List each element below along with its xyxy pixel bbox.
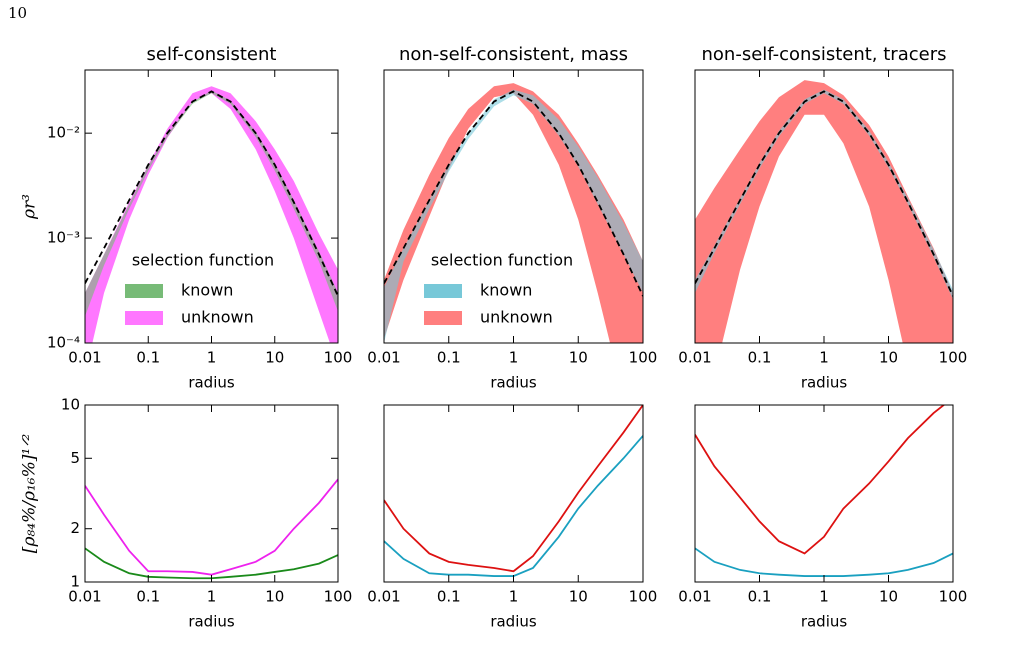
plot-area — [695, 405, 953, 577]
x-tick-label: 100 — [939, 349, 968, 367]
x-tick-label: 0.1 — [136, 349, 160, 367]
x-tick-label: 0.1 — [748, 349, 772, 367]
page-number: 10 — [8, 4, 27, 22]
x-tick-label: 100 — [629, 588, 658, 606]
x-tick-label: 0.01 — [68, 349, 101, 367]
panel-title: self-consistent — [147, 44, 277, 65]
plot-frame — [383, 404, 644, 583]
legend-swatch — [125, 311, 163, 325]
x-tick-label: 0.01 — [678, 349, 711, 367]
plot-area — [384, 83, 643, 343]
x-axis-label: radius — [188, 613, 235, 631]
panel-title: non-self-consistent, tracers — [702, 44, 947, 65]
x-tick-label: 100 — [939, 588, 968, 606]
band — [85, 86, 338, 343]
y-tick-label: 10⁻² — [47, 124, 80, 142]
y-axis-label: [ρ₈₄%/ρ₁₆%]¹ᐟ² — [20, 434, 40, 554]
model-line — [85, 90, 338, 297]
x-tick-label: 0.1 — [748, 588, 772, 606]
plot-frame — [84, 404, 339, 583]
panel-title: non-self-consistent, mass — [399, 44, 628, 65]
x-tick-label: 1 — [207, 588, 217, 606]
legend-label: known — [480, 281, 532, 300]
legend-swatch — [424, 284, 462, 298]
x-axis-label: radius — [801, 613, 848, 631]
y-tick-label: 10 — [61, 396, 80, 414]
legend-title: selection function — [132, 251, 274, 270]
x-tick-label: 1 — [819, 349, 829, 367]
x-tick-label: 0.1 — [437, 349, 461, 367]
y-tick-label: 2 — [70, 519, 80, 537]
band — [695, 80, 953, 343]
x-axis-label: radius — [490, 613, 537, 631]
x-tick-label: 1 — [509, 588, 519, 606]
legend-title: selection function — [431, 251, 573, 270]
line — [384, 405, 643, 573]
x-tick-label: 10 — [569, 349, 588, 367]
x-tick-label: 0.01 — [367, 349, 400, 367]
plot-area — [384, 405, 643, 577]
line — [695, 547, 953, 577]
band — [384, 89, 643, 343]
x-tick-label: 1 — [819, 588, 829, 606]
y-tick-label: 1 — [70, 573, 80, 591]
x-tick-label: 100 — [629, 349, 658, 367]
x-tick-label: 0.01 — [367, 588, 400, 606]
plot-area — [85, 478, 338, 580]
y-axis-label: ρr³ — [20, 194, 40, 220]
x-tick-label: 0.01 — [68, 588, 101, 606]
x-tick-label: 10 — [879, 349, 898, 367]
x-axis-label: radius — [490, 374, 537, 392]
x-tick-label: 10 — [879, 588, 898, 606]
legend-label: unknown — [181, 308, 254, 327]
plot-area — [695, 80, 953, 343]
line — [85, 478, 338, 576]
x-tick-label: 10 — [265, 349, 284, 367]
x-tick-label: 1 — [509, 349, 519, 367]
x-tick-label: 1 — [207, 349, 217, 367]
x-tick-label: 10 — [569, 588, 588, 606]
x-tick-label: 100 — [324, 349, 353, 367]
x-tick-label: 0.1 — [437, 588, 461, 606]
y-tick-label: 10⁻³ — [47, 229, 80, 247]
legend-label: known — [181, 281, 233, 300]
x-tick-label: 0.1 — [136, 588, 160, 606]
plot-area — [85, 86, 338, 343]
model-line — [695, 90, 953, 297]
y-tick-label: 5 — [70, 449, 80, 467]
legend-swatch — [424, 311, 462, 325]
line — [695, 405, 946, 555]
x-axis-label: radius — [188, 374, 235, 392]
x-tick-label: 0.01 — [678, 588, 711, 606]
legend-label: unknown — [480, 308, 553, 327]
legend-swatch — [125, 284, 163, 298]
x-tick-label: 10 — [265, 588, 284, 606]
model-line — [384, 90, 643, 297]
y-tick-label: 10⁻⁴ — [47, 334, 80, 352]
x-axis-label: radius — [801, 374, 848, 392]
x-tick-label: 100 — [324, 588, 353, 606]
